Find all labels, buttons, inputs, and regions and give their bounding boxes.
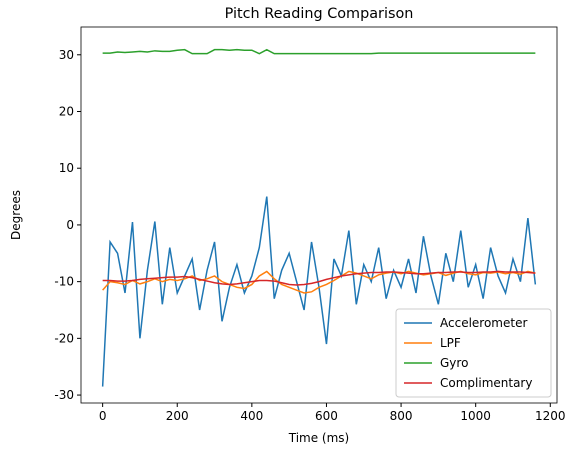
- legend-label: LPF: [440, 336, 461, 350]
- x-tick-label: 200: [166, 409, 189, 423]
- y-tick-label: -30: [54, 388, 74, 402]
- legend-box: [395, 308, 552, 398]
- x-tick-label: 600: [315, 409, 338, 423]
- legend-label: Complimentary: [440, 376, 532, 390]
- chart-title: Pitch Reading Comparison: [225, 6, 414, 22]
- y-axis-label: Degrees: [9, 190, 23, 240]
- line-series: [102, 270, 536, 286]
- y-tick-label: 10: [59, 161, 74, 175]
- y-tick-label: 20: [59, 105, 74, 119]
- x-tick-label: 800: [390, 409, 413, 423]
- y-tick-label: -10: [54, 275, 74, 289]
- y-tick-label: 0: [66, 218, 74, 232]
- x-tick-label: 400: [240, 409, 263, 423]
- plot-frame: [80, 26, 558, 404]
- y-tick-label: -20: [54, 331, 74, 345]
- line-series: [102, 48, 536, 55]
- x-tick-label: 1200: [535, 409, 566, 423]
- legend-label: Gyro: [440, 356, 468, 370]
- x-tick-label: 0: [99, 409, 107, 423]
- legend-label: Accelerometer: [440, 316, 527, 330]
- y-tick-label: 30: [59, 48, 74, 62]
- x-tick-label: 1000: [460, 409, 491, 423]
- x-axis-label: Time (ms): [288, 431, 350, 445]
